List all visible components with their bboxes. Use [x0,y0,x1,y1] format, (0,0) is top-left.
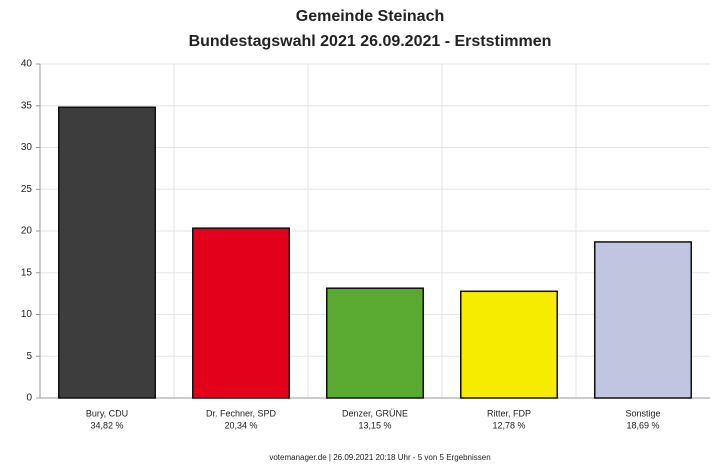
y-tick-label: 15 [21,267,33,278]
bar [58,106,156,399]
y-tick-label: 0 [26,393,32,404]
bar [460,290,558,399]
x-tick-label: Denzer, GRÜNE [342,408,408,418]
y-tick-label: 20 [21,226,33,237]
y-tick-label: 5 [26,351,32,362]
x-tick-label: Ritter, FDP [487,408,531,418]
y-tick-label: 25 [21,184,33,195]
chart-title: Gemeinde Steinach [296,8,445,25]
value-label: 12,78 % [492,420,525,430]
value-label: 13,15 % [358,420,391,430]
y-tick-label: 30 [21,142,33,153]
y-tick-label: 35 [21,100,33,111]
x-tick-label: Sonstige [625,408,660,418]
x-tick-label: Dr. Fechner, SPD [206,408,277,418]
value-label: 18,69 % [626,420,659,430]
value-label: 34,82 % [90,420,123,430]
y-tick-label: 10 [21,309,33,320]
bar [192,227,290,399]
bar [326,287,424,399]
chart-subtitle: Bundestagswahl 2021 26.09.2021 - Erststi… [189,33,552,50]
bar [594,241,692,399]
footer: votemanager.de | 26.09.2021 20:18 Uhr - … [269,453,490,462]
x-tick-label: Bury, CDU [86,408,128,418]
y-tick-label: 40 [21,59,33,70]
value-label: 20,34 % [224,420,257,430]
